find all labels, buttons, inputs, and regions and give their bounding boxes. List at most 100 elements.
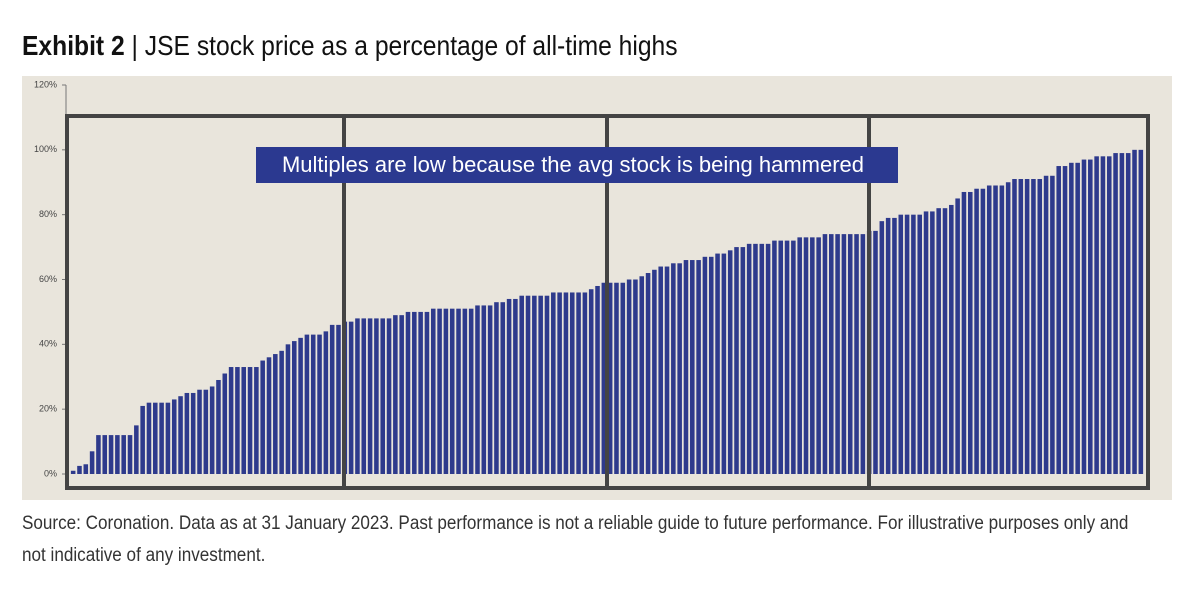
chart-subtitle: | JSE stock price as a percentage of all…	[131, 30, 678, 61]
bar	[1138, 149, 1144, 475]
bar	[323, 331, 329, 474]
y-tick-label: 40%	[39, 339, 57, 349]
bar	[595, 285, 600, 474]
bar	[639, 276, 645, 474]
bar	[860, 234, 866, 474]
bar	[146, 402, 152, 474]
bar	[967, 191, 973, 474]
bar	[784, 240, 790, 474]
bar	[412, 311, 417, 474]
bar	[487, 305, 493, 474]
bar	[273, 354, 278, 474]
frames	[65, 114, 1150, 490]
bar	[89, 451, 95, 474]
bar	[620, 282, 626, 474]
bar	[266, 357, 272, 474]
bar	[285, 344, 291, 474]
bar	[633, 279, 638, 474]
bar	[405, 311, 411, 474]
bar	[892, 217, 897, 475]
bar	[885, 217, 891, 475]
bar	[645, 273, 651, 474]
bar	[999, 185, 1005, 474]
chart: 0% 20% 40% 60% 80% 100% 120% Multiples are low…	[22, 76, 1172, 500]
bar	[1106, 156, 1112, 475]
bar	[658, 266, 663, 474]
bar	[911, 214, 916, 474]
bar	[1132, 149, 1137, 475]
bar	[708, 256, 714, 474]
bar	[1069, 162, 1074, 475]
bar	[810, 237, 815, 474]
bar	[254, 367, 259, 474]
bar	[835, 234, 840, 474]
bar	[949, 204, 954, 475]
bar	[203, 389, 209, 474]
bar	[83, 464, 89, 474]
bar	[765, 243, 771, 474]
bar	[475, 305, 480, 474]
bar	[1062, 166, 1068, 474]
bar	[898, 214, 904, 474]
bar	[1024, 179, 1030, 474]
bar	[683, 260, 689, 474]
bar	[190, 392, 196, 474]
bar	[980, 188, 986, 474]
bar	[557, 292, 562, 474]
bar	[879, 221, 885, 474]
bar	[1075, 162, 1080, 475]
bar	[955, 198, 960, 475]
bar	[380, 318, 385, 474]
bar	[140, 405, 145, 474]
bar	[576, 292, 581, 474]
bar	[1056, 166, 1061, 474]
bar	[418, 311, 423, 474]
bar	[753, 243, 758, 474]
frame	[867, 114, 1150, 490]
bar	[279, 350, 284, 474]
bar	[986, 185, 992, 474]
bar	[329, 324, 335, 474]
bar	[134, 425, 139, 474]
bar	[437, 308, 442, 474]
bar	[449, 308, 455, 474]
bar	[386, 318, 392, 474]
title-block: Exhibit 2 | JSE stock price as a percent…	[22, 30, 678, 62]
bar	[993, 185, 998, 474]
bar	[102, 435, 108, 474]
bar	[1094, 156, 1099, 475]
bar	[506, 298, 512, 474]
bar	[184, 392, 190, 474]
bar	[961, 191, 967, 474]
bar	[127, 435, 133, 474]
bar	[336, 324, 341, 474]
bar	[746, 243, 752, 474]
bar	[538, 295, 543, 474]
bar	[462, 308, 468, 474]
bar	[260, 360, 265, 474]
bar	[247, 367, 253, 474]
bar	[544, 295, 550, 474]
annotation: Multiples are low because the avg stock …	[282, 152, 864, 177]
bar	[468, 308, 474, 474]
bar	[727, 250, 733, 474]
bar	[519, 295, 524, 474]
bar	[165, 402, 171, 474]
bar	[588, 289, 594, 474]
bar	[241, 367, 247, 474]
bar	[803, 237, 809, 474]
bar	[481, 305, 487, 474]
bar	[563, 292, 569, 474]
bar	[456, 308, 461, 474]
bar	[121, 435, 126, 474]
bar	[393, 315, 398, 474]
y-tick-label: 120%	[34, 79, 57, 89]
bar	[740, 247, 746, 474]
bar	[1005, 182, 1011, 474]
bar	[715, 253, 720, 474]
bar	[443, 308, 449, 474]
bar	[854, 234, 859, 474]
bar	[348, 321, 354, 474]
bar	[310, 334, 316, 474]
